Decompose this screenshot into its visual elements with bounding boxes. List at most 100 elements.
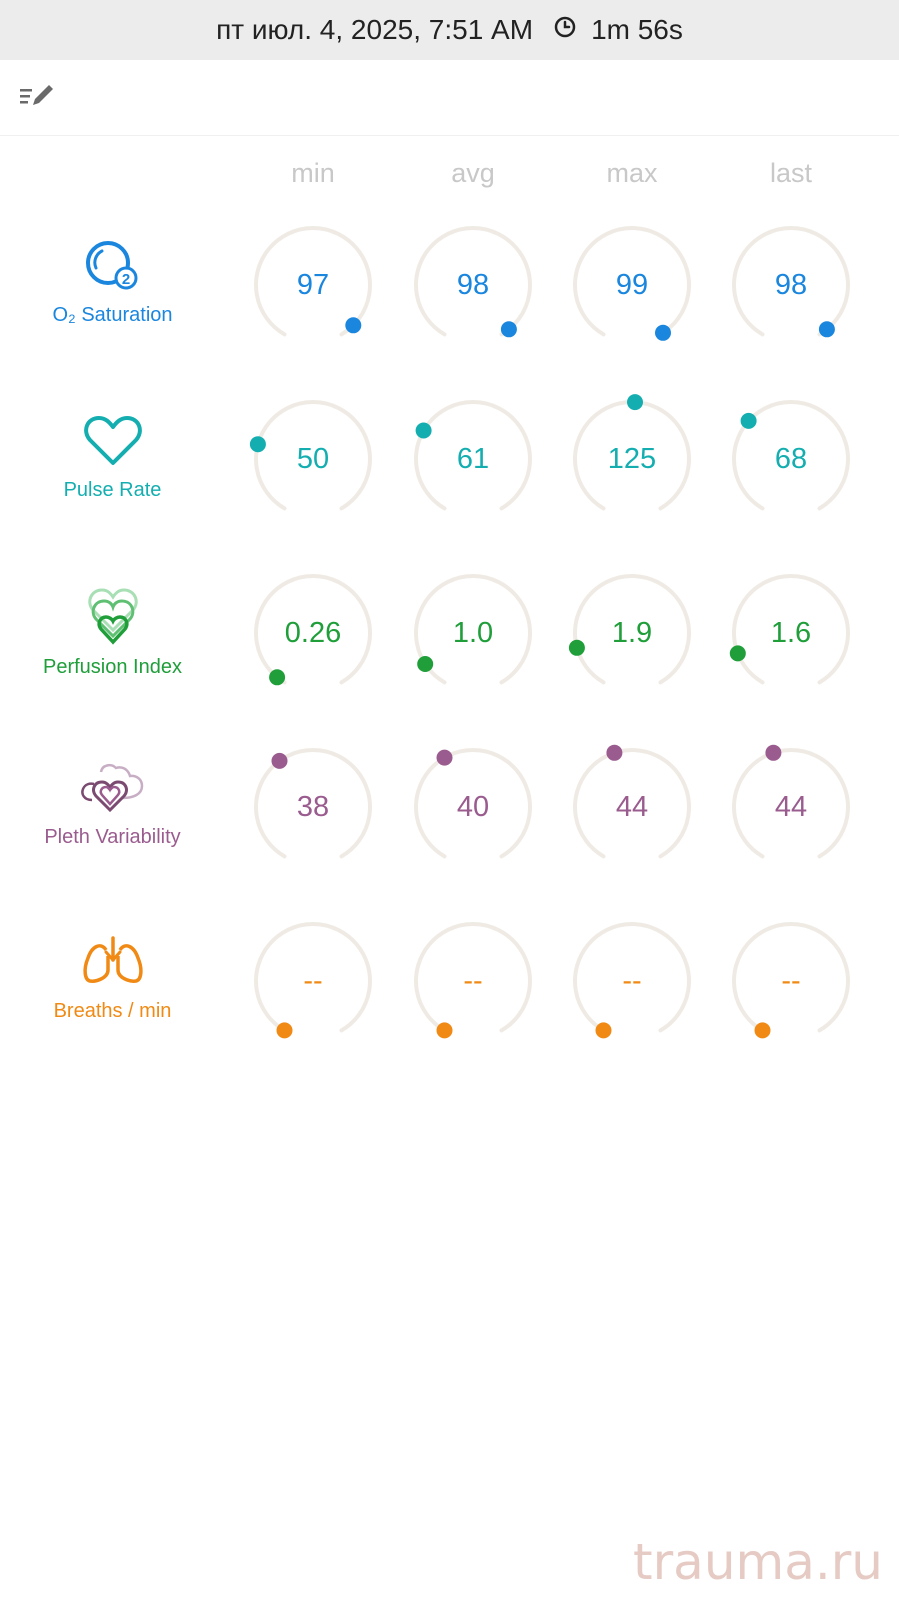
gauge-value: 98: [456, 268, 490, 301]
gauge-indicator-dot: [568, 639, 585, 656]
gauge-value: --: [622, 964, 642, 997]
metric-name: O₂ Saturation: [52, 304, 173, 326]
metric-name: Breaths / min: [53, 1000, 172, 1022]
gauge-indicator-dot: [606, 744, 623, 761]
gauge-pi-max[interactable]: 1.9: [562, 563, 702, 703]
toolbar: [0, 60, 899, 136]
edit-list-button[interactable]: [18, 82, 58, 112]
column-header-avg: avg: [451, 158, 495, 188]
column-header-min: min: [291, 158, 335, 188]
gauge-indicator-dot: [417, 656, 434, 672]
metric-name: Perfusion Index: [43, 656, 182, 678]
gauge-spo2-last[interactable]: 98: [721, 215, 861, 355]
gauge-indicator-dot: [415, 422, 432, 439]
gauge-rr-min[interactable]: --: [243, 911, 383, 1051]
gauge-indicator-dot: [276, 1022, 293, 1039]
lungs-icon: [10, 934, 215, 994]
gauge-arc: [573, 226, 691, 341]
gauge-arc: [568, 574, 691, 685]
gauge-arc: [732, 922, 850, 1039]
gauge-pvi-max[interactable]: 44: [562, 737, 702, 877]
gauge-indicator-dot: [818, 321, 835, 338]
gauge-arc: [732, 226, 850, 338]
gauge-indicator-dot: [271, 752, 288, 769]
gauge-spo2-max[interactable]: 99: [562, 215, 702, 355]
gauge-indicator-dot: [595, 1022, 612, 1039]
gauge-indicator-dot: [500, 321, 517, 338]
status-bar: пт июл. 4, 2025, 7:51 AM 1m 56s: [0, 0, 899, 60]
row-label-pi: Perfusion Index: [10, 586, 215, 679]
gauge-value: 0.26: [284, 616, 342, 649]
gauge-arc: [573, 922, 691, 1039]
gauge-pi-last[interactable]: 1.6: [721, 563, 861, 703]
gauge-arc: [414, 226, 532, 338]
gauge-arc: [414, 574, 532, 685]
gauge-arc: [732, 400, 850, 511]
gauge-rr-last[interactable]: --: [721, 911, 861, 1051]
gauge-value: 40: [456, 790, 490, 823]
gauge-indicator-dot: [765, 744, 782, 761]
gauge-pvi-avg[interactable]: 40: [403, 737, 543, 877]
gauge-value: --: [463, 964, 483, 997]
gauge-value: 68: [774, 442, 808, 475]
gauge-arc: [573, 394, 691, 511]
gauge-value: 1.6: [770, 616, 812, 649]
gauge-value: 99: [615, 268, 649, 301]
edit-list-icon: [20, 85, 53, 105]
gauge-arc: [249, 400, 372, 511]
gauge-arc: [254, 748, 372, 859]
gauge-pvi-last[interactable]: 44: [721, 737, 861, 877]
gauge-arc: [254, 226, 372, 337]
gauge-value: 38: [296, 790, 330, 823]
gauge-arc: [414, 400, 532, 511]
gauge-indicator-dot: [269, 669, 286, 686]
gauge-indicator-dot: [436, 749, 453, 766]
gauge-arc: [414, 922, 532, 1039]
gauge-value: 61: [456, 442, 490, 475]
gauge-value: --: [303, 964, 323, 997]
gauge-pulse-last[interactable]: 68: [721, 389, 861, 529]
gauge-value: 97: [296, 268, 330, 301]
gauge-pulse-avg[interactable]: 61: [403, 389, 543, 529]
gauge-arc: [732, 744, 850, 859]
gauge-arc: [729, 574, 850, 685]
column-header-max: max: [606, 158, 658, 188]
o2-saturation-icon: 2: [10, 238, 215, 298]
gauge-value: 125: [607, 442, 657, 475]
row-label-pvi: Pleth Variability: [10, 760, 215, 849]
gauge-indicator-dot: [249, 436, 266, 453]
gauge-pulse-max[interactable]: 125: [562, 389, 702, 529]
datetime-text: пт июл. 4, 2025, 7:51 AM: [216, 14, 534, 45]
gauge-arc: [254, 922, 372, 1039]
gauge-spo2-min[interactable]: 97: [243, 215, 383, 355]
gauge-value: 44: [774, 790, 808, 823]
column-header-last: last: [769, 158, 813, 188]
gauge-value: 98: [774, 268, 808, 301]
gauge-indicator-dot: [627, 394, 643, 411]
session-duration: 1m 56s: [591, 14, 683, 45]
metric-name: Pulse Rate: [63, 479, 162, 501]
gauge-indicator-dot: [655, 324, 671, 341]
gauge-indicator-dot: [436, 1022, 453, 1039]
row-label-rr: Breaths / min: [10, 934, 215, 1023]
gauge-value: 1.9: [611, 616, 653, 649]
watermark: trauma.ru: [633, 1533, 883, 1591]
gauge-pvi-min[interactable]: 38: [243, 737, 383, 877]
metric-name: Pleth Variability: [44, 826, 181, 848]
gauge-indicator-dot: [345, 317, 362, 334]
gauge-pi-avg[interactable]: 1.0: [403, 563, 543, 703]
gauge-pi-min[interactable]: 0.26: [243, 563, 383, 703]
gauge-pulse-min[interactable]: 50: [243, 389, 383, 529]
gauge-arc: [414, 748, 532, 859]
gauge-arc: [254, 574, 372, 686]
row-label-spo2: 2 O₂ Saturation: [10, 238, 215, 327]
gauge-value: 44: [615, 790, 649, 823]
gauge-indicator-dot: [754, 1022, 771, 1039]
gauge-rr-avg[interactable]: --: [403, 911, 543, 1051]
gauge-indicator-dot: [729, 645, 746, 662]
gauge-rr-max[interactable]: --: [562, 911, 702, 1051]
perfusion-index-icon: [10, 586, 215, 650]
clock-icon: [553, 14, 577, 46]
gauge-indicator-dot: [740, 412, 757, 429]
gauge-spo2-avg[interactable]: 98: [403, 215, 543, 355]
